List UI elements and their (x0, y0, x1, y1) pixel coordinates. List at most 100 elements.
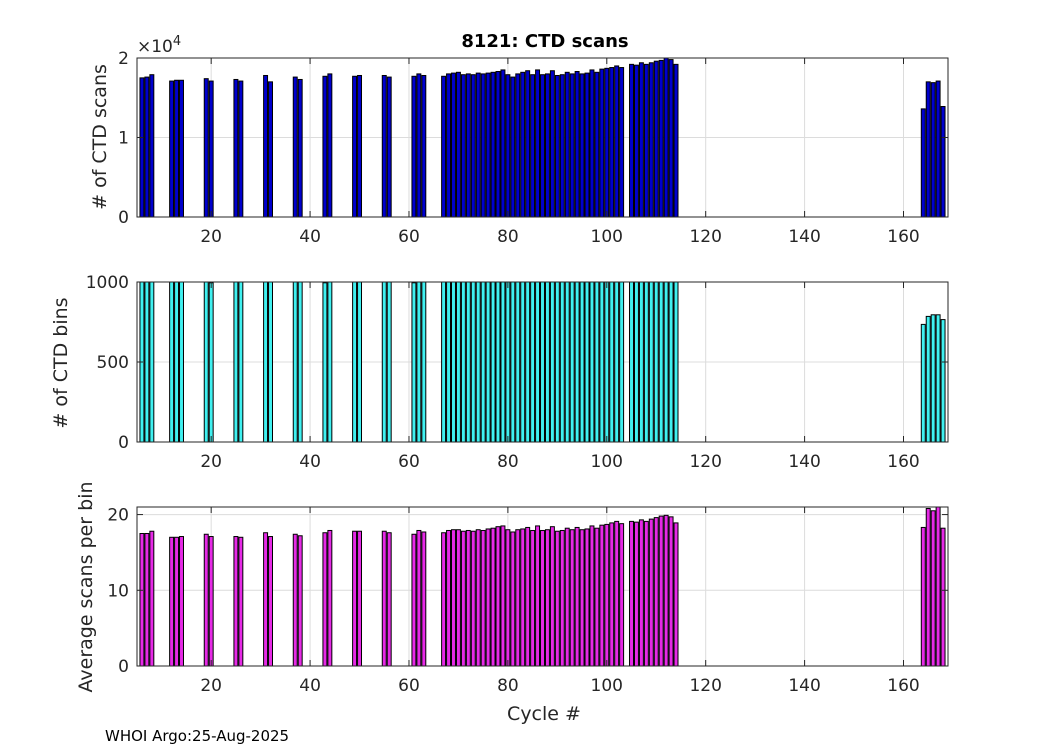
avg-scans-bar (416, 529, 422, 667)
panel-ctd-scans: 20 40 60 80 100 120 140 160 0 1 2 (118, 49, 949, 247)
ctd-scans-bar (549, 70, 555, 218)
avg-scans-bar (174, 536, 180, 667)
y-tick-label: 10 (107, 581, 129, 601)
ctd-scans-bar (490, 71, 496, 218)
avg-scans-bar (451, 529, 456, 667)
ctd-bins-bar (643, 281, 649, 443)
y-tick-label: 1000 (86, 273, 129, 293)
ctd-scans-bar (515, 73, 521, 218)
avg-scans-bar (505, 529, 511, 667)
x-tick-label: 160 (887, 676, 919, 696)
x-tick-label: 60 (398, 227, 420, 247)
exponent-power: 4 (173, 34, 181, 49)
ctd-scans-bar (643, 63, 649, 218)
x-tick-label: 100 (591, 676, 623, 696)
avg-scans-bar (930, 510, 936, 667)
ctd-bins-bar (594, 281, 600, 443)
ctd-scans-bar (658, 59, 664, 218)
avg-scans-bar (169, 536, 175, 667)
avg-scans-bar (446, 529, 452, 667)
ctd-scans-bar (540, 74, 545, 218)
footer-credit: WHOI Argo:25-Aug-2025 (105, 727, 289, 745)
x-tick-label: 160 (887, 227, 919, 247)
ctd-scans-bar (144, 76, 150, 218)
avg-scans-bar (357, 530, 363, 667)
avg-scans-bar (203, 533, 209, 667)
avg-scans-bar (179, 536, 184, 667)
ctd-bins-bar (520, 281, 526, 443)
x-tick-label: 40 (299, 452, 321, 472)
ctd-scans-bar (579, 73, 585, 218)
y-tick-label: 1 (118, 129, 129, 149)
ctd-scans-bar (535, 69, 541, 218)
ctd-bins-bar (604, 281, 610, 443)
ctd-scans-bar (327, 73, 333, 218)
avg-scans-bar (149, 530, 155, 667)
avg-scans-bar (233, 536, 239, 667)
ctd-bins-bar (500, 281, 506, 443)
ctd-scans-bar (614, 65, 620, 218)
ctd-scans-bar (485, 72, 491, 218)
ctd-bins-bar (480, 281, 486, 443)
ctd-scans-bar (505, 74, 511, 218)
x-axis-label: Cycle # (507, 703, 581, 725)
avg-scans-bar (470, 530, 476, 667)
ctd-bins-bar (233, 281, 239, 443)
ctd-scans-bar (638, 62, 644, 218)
ctd-bins-bar (485, 281, 491, 443)
x-tick-label: 60 (398, 452, 420, 472)
avg-scans-bar (653, 517, 659, 667)
avg-scans-bar (411, 533, 417, 667)
avg-scans-bar (584, 528, 590, 667)
x-tick-label: 100 (591, 227, 623, 247)
avg-scans-bar (638, 519, 644, 667)
avg-scans-bar (663, 514, 669, 667)
ctd-scans-bar (920, 108, 926, 218)
ctd-bins-bar (554, 281, 560, 443)
avg-scans-bar (673, 522, 679, 667)
avg-scans-bar (455, 529, 461, 667)
ctd-bins-bar (510, 281, 516, 443)
ctd-bins-bar (169, 281, 175, 443)
x-tick-label: 80 (497, 227, 519, 247)
avg-scans-bar (594, 527, 600, 667)
ctd-scans-bar (381, 74, 387, 218)
avg-scans-bar (643, 520, 649, 667)
exponent-base: ×10 (137, 37, 173, 57)
avg-scans-bar (327, 529, 333, 667)
ctd-bins-bar (638, 281, 644, 443)
ctd-bins-bar (455, 281, 461, 443)
ctd-bins-bar (460, 281, 466, 443)
avg-scans-bar (490, 527, 496, 667)
avg-scans-bar (520, 528, 526, 667)
ctd-bins-bar (544, 281, 550, 443)
ctd-scans-bar (441, 75, 447, 218)
x-tick-label: 80 (497, 452, 519, 472)
ctd-scans-bar (653, 60, 659, 218)
ctd-scans-bar (594, 71, 600, 218)
avg-scans-bar (925, 508, 931, 667)
ctd-bins-bar (144, 281, 150, 443)
ctd-bins-bar (920, 323, 926, 443)
avg-scans-bar (515, 529, 521, 667)
avg-scans-bar (386, 532, 392, 667)
ctd-scans-bar (357, 74, 363, 218)
ctd-scans-bar (520, 71, 526, 218)
ctd-scans-bar (668, 59, 674, 218)
ctd-scans-bar (455, 71, 461, 218)
ctd-scans-bar (451, 72, 456, 218)
avg-scans-bar (668, 516, 674, 667)
avg-scans-bar (208, 536, 214, 667)
ctd-scans-bar (619, 67, 625, 218)
avg-scans-bar (268, 536, 273, 667)
ctd-bins-bar (441, 281, 447, 443)
y-tick-label: 0 (118, 208, 129, 228)
ctd-bins-bar (386, 281, 392, 443)
avg-scans-bar (495, 526, 501, 667)
y-tick-label: 0 (118, 657, 129, 677)
ctd-scans-bar (673, 63, 679, 218)
y-tick-label: 20 (107, 506, 129, 526)
ctd-bins-bar (629, 281, 634, 443)
ctd-bins-bar (559, 281, 565, 443)
